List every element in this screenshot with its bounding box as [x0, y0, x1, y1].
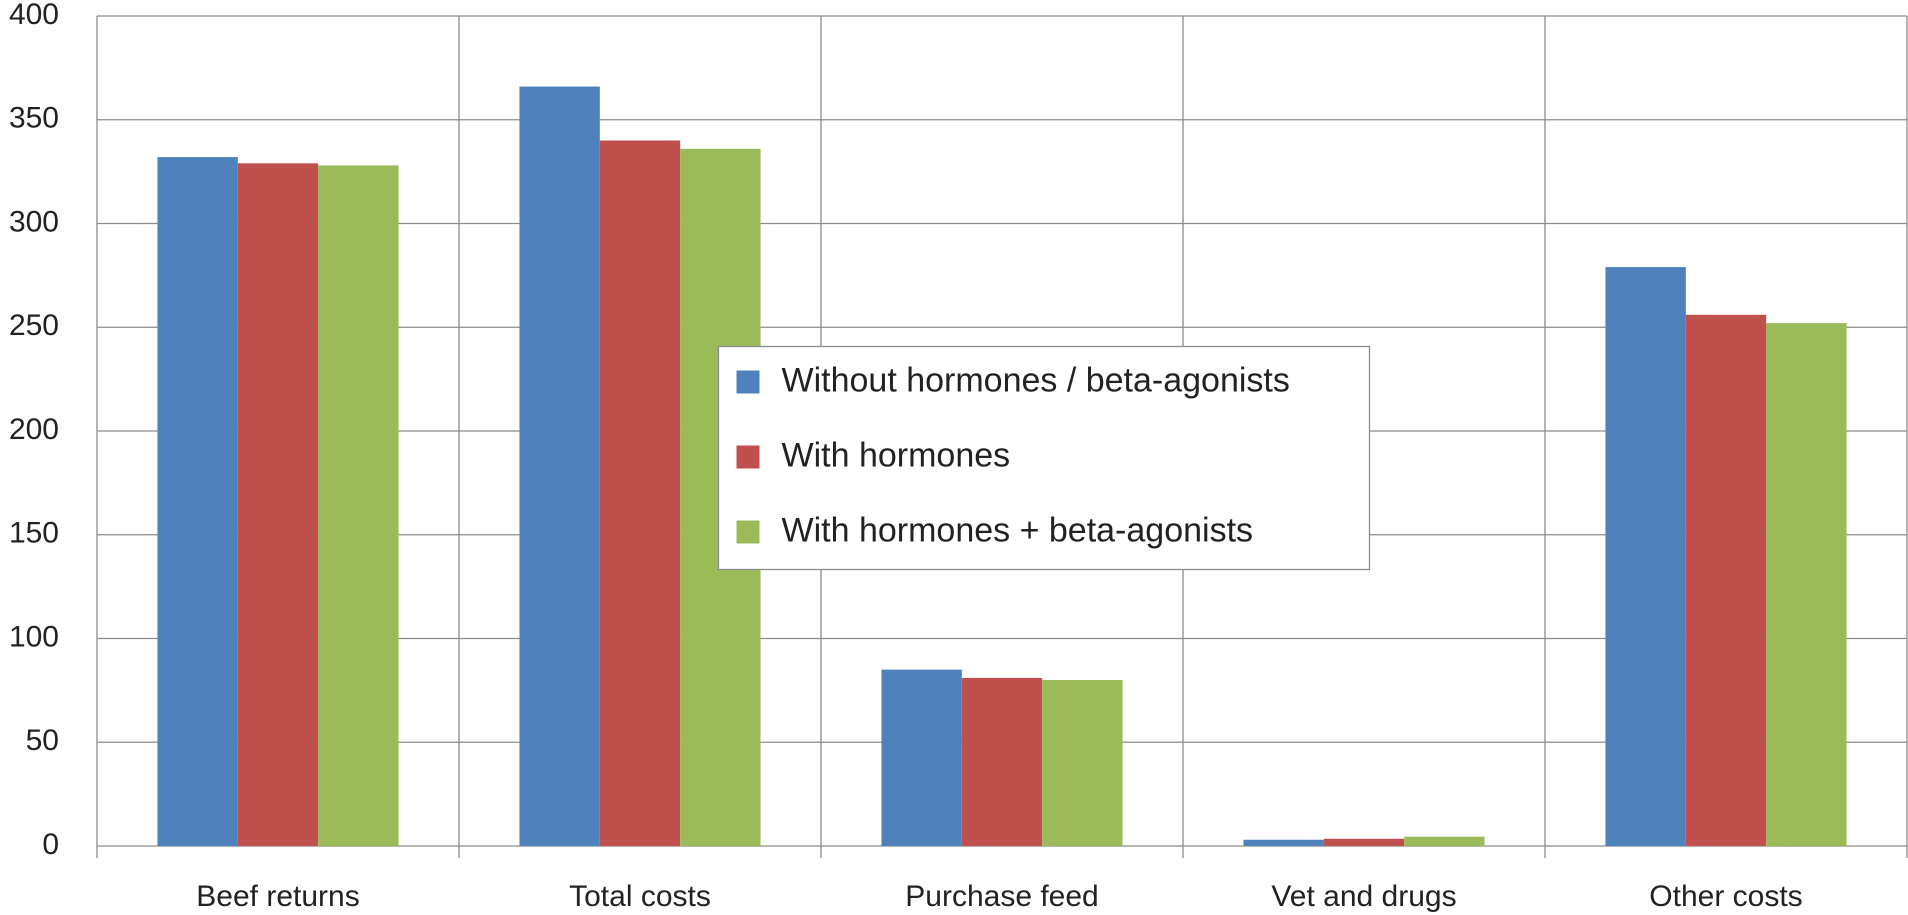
- bar: [1323, 838, 1405, 846]
- legend-label: Without hormones / beta-agonists: [782, 361, 1290, 399]
- legend-label: With hormones + beta-agonists: [782, 511, 1254, 549]
- legend-box: [717, 345, 1371, 571]
- x-tick-label: Vet and drugs: [1271, 880, 1456, 913]
- x-tick-label: Total costs: [569, 880, 711, 913]
- y-tick-label: 100: [9, 620, 59, 653]
- y-tick-label: 300: [9, 205, 59, 238]
- y-tick-label: 200: [9, 413, 59, 446]
- bar: [1685, 314, 1767, 846]
- bar: [1404, 836, 1485, 846]
- legend-swatch: [736, 445, 760, 469]
- x-tick-label: Other costs: [1649, 880, 1802, 913]
- bar: [157, 157, 238, 847]
- legend-swatch: [736, 370, 760, 394]
- bar: [961, 677, 1043, 846]
- legend: Without hormones / beta-agonists With hor…: [717, 345, 1371, 571]
- bar: [1042, 680, 1123, 846]
- y-tick-label: 50: [26, 724, 59, 757]
- bar: [1243, 839, 1324, 846]
- bar: [881, 669, 962, 846]
- bar: [599, 140, 681, 846]
- bar: [1766, 323, 1847, 847]
- x-tick-label: Beef returns: [196, 880, 359, 913]
- bar: [237, 163, 319, 846]
- y-tick-label: 0: [42, 828, 59, 861]
- bar: [318, 165, 399, 846]
- y-tick-label: 400: [9, 0, 59, 31]
- y-tick-label: 350: [9, 102, 59, 135]
- legend-swatch: [736, 520, 760, 544]
- legend-label: With hormones: [782, 436, 1011, 474]
- bar: [1605, 267, 1686, 846]
- bar: [519, 86, 600, 847]
- x-tick-label: Purchase feed: [905, 880, 1098, 913]
- y-tick-label: 150: [9, 517, 59, 550]
- y-tick-label: 250: [9, 309, 59, 342]
